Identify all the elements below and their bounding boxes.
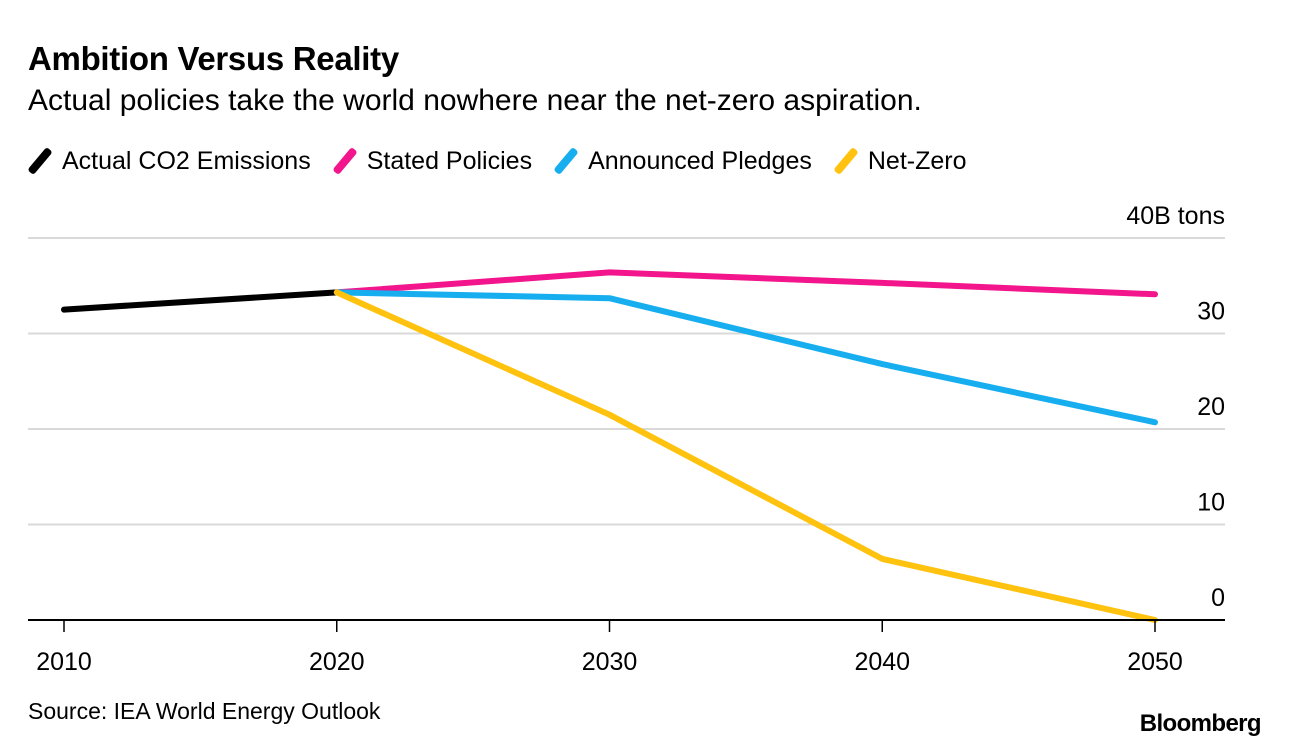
legend-item-netzero: Net-Zero (833, 146, 967, 176)
legend-label-announced: Announced Pledges (588, 146, 812, 175)
y-tick-label: 40B tons (1126, 202, 1225, 230)
x-tick-label: 2050 (1127, 648, 1183, 676)
series-line-announced-pledges (333, 289, 1158, 426)
brand-logo: Bloomberg (1139, 710, 1262, 737)
y-tick-label: 0 (1211, 584, 1225, 612)
legend-label-netzero: Net-Zero (867, 146, 967, 175)
series-line-stated-policies (333, 269, 1158, 298)
legend-item-actual: Actual CO2 Emissions (27, 146, 311, 176)
legend: Actual CO2 Emissions Stated Policies Ann… (27, 146, 989, 176)
x-tick-label: 2040 (854, 648, 910, 676)
legend-item-announced: Announced Pledges (553, 146, 812, 176)
x-tick-label: 2010 (36, 648, 92, 676)
legend-swatch-stated (331, 146, 358, 176)
source-note: Source: IEA World Energy Outlook (28, 698, 381, 724)
series-line-actual-co2-emissions (61, 289, 340, 313)
y-tick-label: 10 (1197, 489, 1225, 517)
series-line-net-zero (333, 289, 1158, 623)
legend-label-actual: Actual CO2 Emissions (62, 146, 311, 175)
x-tick-label: 2020 (309, 648, 365, 676)
legend-swatch-actual (27, 146, 53, 176)
y-tick-label: 20 (1197, 393, 1225, 421)
y-tick-label: 30 (1197, 298, 1225, 326)
legend-label-stated: Stated Policies (366, 146, 533, 175)
legend-swatch-announced (553, 146, 579, 176)
x-tick-label: 2030 (582, 648, 638, 676)
legend-swatch-netzero (833, 146, 859, 176)
legend-item-stated: Stated Policies (331, 146, 533, 176)
chart-title: Ambition Versus Reality (28, 40, 399, 77)
chart-subtitle: Actual policies take the world nowhere n… (28, 84, 922, 117)
